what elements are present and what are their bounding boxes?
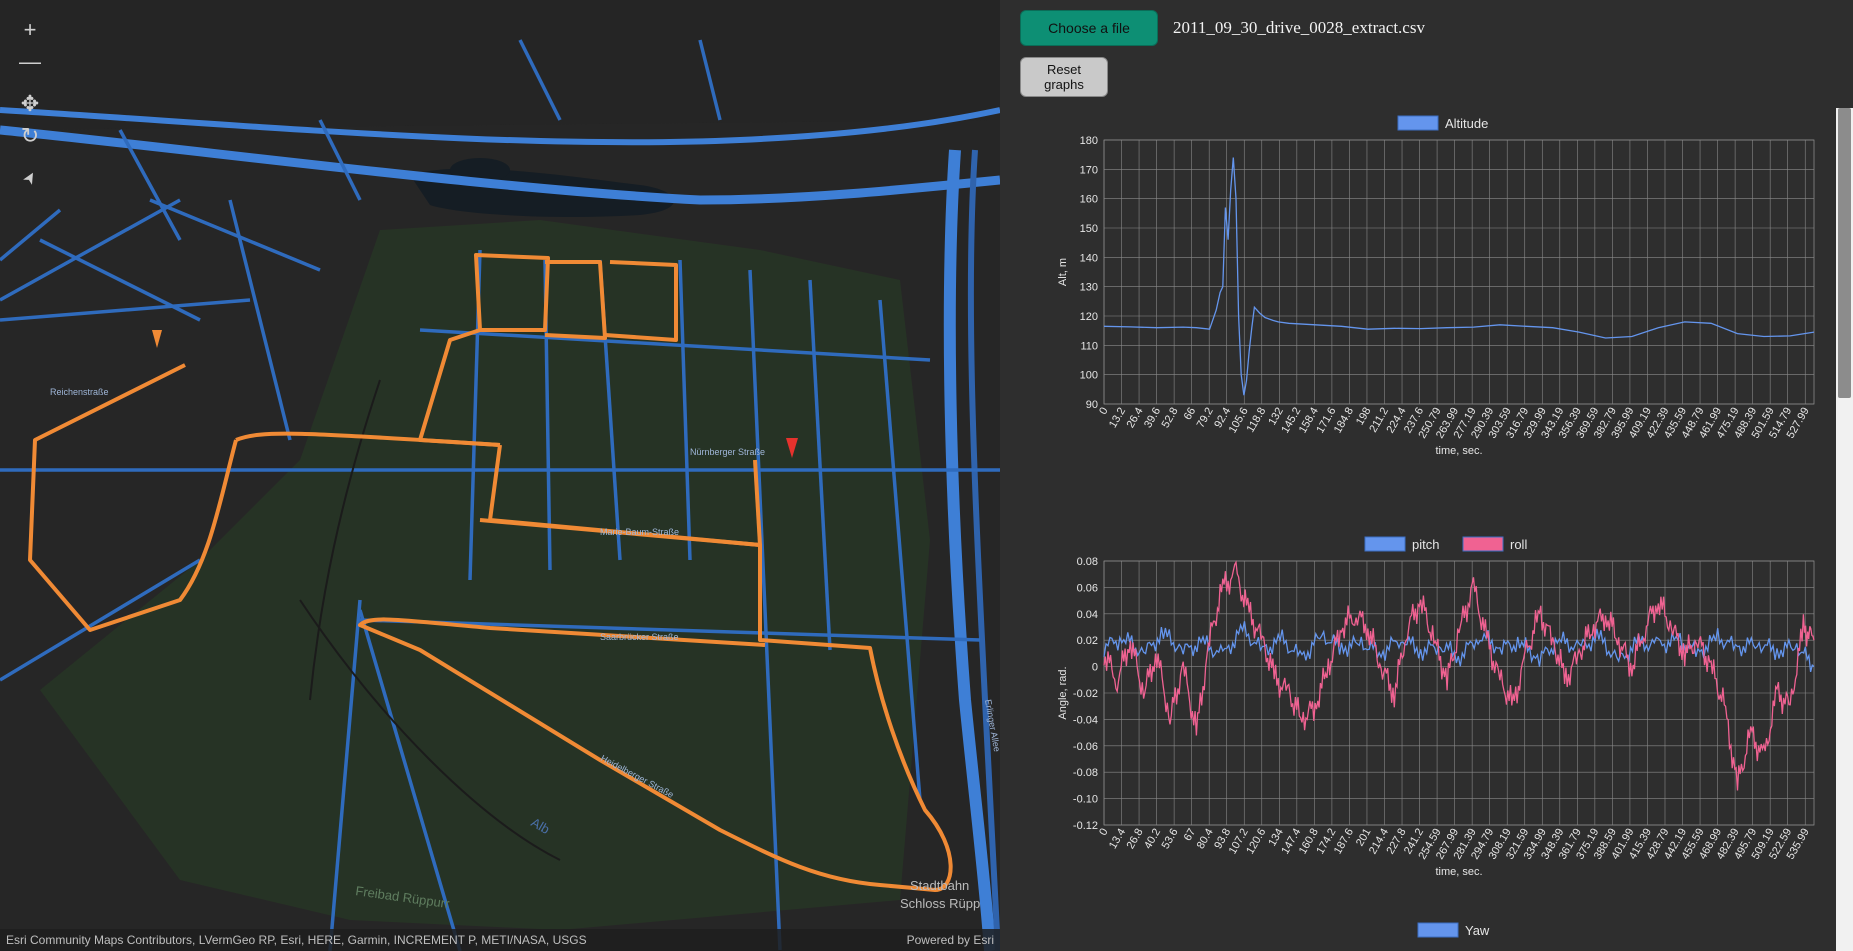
x-tick-label: 0	[1097, 827, 1110, 838]
x-tick-label: 0	[1097, 406, 1110, 417]
y-tick-label: 90	[1086, 399, 1098, 411]
x-tick-label: 79.2	[1195, 406, 1216, 431]
y-tick-label: -0.12	[1073, 820, 1098, 832]
y-tick-label: 0.02	[1077, 635, 1098, 647]
y-tick-label: 100	[1080, 370, 1098, 382]
map-canvas[interactable]: Nürnberger Straße Marie-Baum-Straße Saar…	[0, 0, 1000, 951]
street-label: Marie-Baum-Straße	[600, 527, 679, 537]
pitch-roll-chart: pitch roll -0.12 -0.10 -0.08 -0.06 -0.04 -0.02 0…	[1057, 536, 1815, 878]
move-icon: ✥	[20, 91, 40, 116]
y-tick-label: -0.08	[1073, 767, 1098, 779]
powered-by-link[interactable]: Powered by Esri	[906, 933, 994, 947]
y-tick-label: 170	[1080, 164, 1098, 176]
reset-label: graphs	[1044, 77, 1084, 92]
street-label: Saarbrücker Straße	[600, 632, 679, 642]
legend-swatch	[1462, 536, 1504, 552]
route-track	[28, 253, 953, 892]
legend-label: Yaw	[1465, 923, 1490, 938]
compass-icon: ➤	[19, 168, 42, 189]
y-tick-label: 150	[1080, 223, 1098, 235]
rotate-icon: ↻	[20, 123, 40, 148]
current-position-marker-icon[interactable]	[786, 438, 798, 458]
x-axis-label: time, sec.	[1435, 866, 1482, 878]
y-tick-label: -0.04	[1073, 714, 1098, 726]
y-tick-label: 0.04	[1077, 609, 1098, 621]
map-top-area	[0, 0, 1000, 130]
y-tick-label: -0.10	[1073, 794, 1098, 806]
x-tick-label: 67	[1182, 827, 1199, 844]
x-tick-label: 118.8	[1245, 406, 1269, 435]
highway	[943, 149, 996, 951]
map-attribution: Esri Community Maps Contributors, LVermG…	[6, 933, 587, 947]
reset-graphs-button[interactable]: Reset graphs	[1020, 57, 1108, 97]
y-tick-label: -0.02	[1073, 688, 1098, 700]
plot-frame	[1103, 560, 1815, 826]
scrollbar-thumb[interactable]	[1838, 108, 1851, 398]
x-axis-label: time, sec.	[1435, 445, 1482, 457]
reset-label: Reset	[1047, 62, 1081, 77]
rotate-button[interactable]: ↻	[12, 118, 48, 154]
zoom-out-button[interactable]: —	[12, 44, 48, 80]
legend-label: pitch	[1412, 537, 1439, 552]
pan-button[interactable]: ✥	[12, 86, 48, 122]
plus-icon: +	[23, 17, 37, 42]
x-tick-label: 13.2	[1107, 406, 1128, 431]
legend-label: Altitude	[1445, 116, 1488, 131]
side-panel: Choose a file 2011_09_30_drive_0028_extr…	[1000, 0, 1853, 951]
minor-paths	[299, 379, 561, 861]
street-label: Reichenstraße	[50, 387, 109, 397]
street-label: Nürnberger Straße	[690, 447, 765, 457]
y-tick-label: 180	[1080, 135, 1098, 147]
start-marker-icon[interactable]	[152, 330, 162, 348]
zoom-in-button[interactable]: +	[12, 12, 48, 48]
yaw-chart: Yaw	[1417, 922, 1490, 938]
y-tick-label: -0.06	[1073, 741, 1098, 753]
x-tick-label: 80.4	[1195, 827, 1216, 852]
place-label: Stadtbahn	[910, 878, 969, 893]
series-line-roll	[1103, 560, 1815, 791]
map-attribution-bar: Esri Community Maps Contributors, LVermG…	[0, 929, 1000, 951]
highway	[967, 149, 1000, 951]
y-tick-label: 0.08	[1077, 556, 1098, 568]
y-tick-label: 140	[1080, 252, 1098, 264]
highway	[0, 125, 1000, 205]
plot-frame	[1103, 139, 1815, 405]
x-tick-label: 26.4	[1125, 406, 1146, 431]
x-tick-label: 53.6	[1160, 827, 1181, 852]
choose-file-button[interactable]: Choose a file	[1020, 10, 1158, 46]
altitude-chart: Altitude 90 100 110 120 130 140 150 160 170 180 013…	[1057, 115, 1815, 457]
y-tick-label: 110	[1080, 340, 1098, 352]
series-line-altitude	[1103, 157, 1815, 396]
water-area	[450, 158, 510, 182]
park-area	[40, 220, 930, 930]
y-axis-label: Alt, m	[1057, 258, 1069, 286]
y-axis-label: Angle, rad.	[1057, 666, 1069, 719]
minus-icon: —	[19, 49, 41, 74]
charts-container[interactable]: Altitude 90 100 110 120 130 140 150 160 170 180 0 13…	[1010, 108, 1830, 951]
y-tick-label: 120	[1080, 311, 1098, 323]
legend-label: roll	[1510, 537, 1527, 552]
file-name-label: 2011_09_30_drive_0028_extract.csv	[1173, 18, 1425, 37]
x-tick-label: 26.8	[1125, 827, 1146, 852]
highway	[0, 107, 1000, 146]
place-label: Schloss Rüpp	[900, 896, 980, 911]
legend-swatch	[1417, 922, 1459, 938]
x-tick-label: 13.4	[1107, 827, 1128, 852]
y-tick-label: 130	[1080, 282, 1098, 294]
x-tick-label: 52.8	[1160, 406, 1181, 431]
x-tick-label: 40.2	[1142, 827, 1163, 852]
legend-swatch	[1364, 536, 1406, 552]
y-tick-label: 160	[1080, 194, 1098, 206]
legend-swatch	[1397, 115, 1439, 131]
y-tick-label: 0.06	[1077, 582, 1098, 594]
y-tick-label: 0	[1092, 662, 1098, 674]
series-line-pitch	[1103, 621, 1815, 673]
map-view[interactable]: Nürnberger Straße Marie-Baum-Straße Saar…	[0, 0, 1000, 951]
x-tick-label: 66	[1182, 406, 1199, 423]
x-tick-label: 39.6	[1142, 406, 1163, 431]
